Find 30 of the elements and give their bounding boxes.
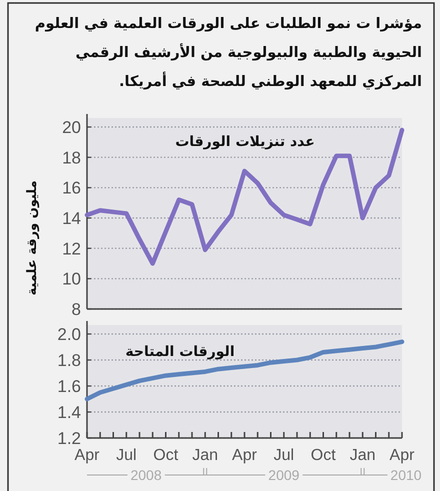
x-tick-label: Apr	[390, 447, 416, 464]
text: الورقات المتاحة	[125, 344, 235, 360]
y-axis-title: مليون ورقة علمية	[25, 180, 40, 296]
y-tick-label: 16	[62, 178, 81, 198]
x-tick-label: Apr	[232, 447, 258, 464]
x-tick-label: Jan	[192, 447, 218, 464]
x-tick-label: Oct	[153, 447, 179, 464]
y-tick-label: 10	[62, 270, 81, 289]
x-tick-label: Jul	[274, 447, 294, 464]
x-tick-label: Apr	[74, 447, 100, 464]
y-tick-label: 1.4	[57, 403, 81, 422]
y-tick-label: 18	[62, 148, 81, 168]
x-tick-label: Jan	[350, 447, 376, 464]
x-tick-label: Jul	[116, 447, 137, 464]
y-tick-label: 1.8	[57, 351, 81, 370]
line-series	[84, 340, 404, 402]
line-series	[84, 128, 404, 266]
y-tick-label: 8	[72, 300, 81, 319]
y-tick-label: 20	[62, 118, 81, 137]
y-tick-label: 1.6	[57, 377, 81, 396]
x-tick-label: Oct	[310, 447, 336, 464]
text: عدد تنزيلات الورقات	[175, 134, 315, 150]
y-tick-label: 12	[62, 239, 81, 258]
y-tick-label: 2.0	[57, 325, 81, 344]
text: 2008	[130, 467, 162, 483]
y-tick-label: 14	[62, 209, 81, 228]
text: 2009	[268, 467, 300, 483]
chart-title: مؤشرا ت نمو الطلبات على الورقات العلمية في العلوم الحيوية والطبية والبيولوجية من الأرشيف الرقمي المركزي للمعهد الوطني للصحة في أمريكا.	[34, 15, 422, 92]
text: 2010	[390, 467, 422, 483]
y-tick-label: 1.2	[57, 429, 81, 448]
